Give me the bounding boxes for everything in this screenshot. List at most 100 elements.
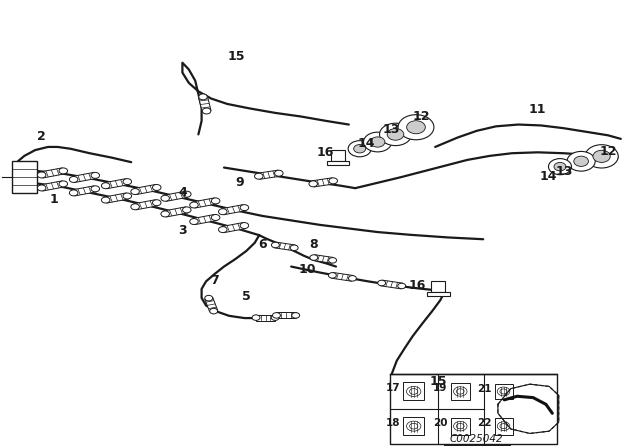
Polygon shape: [276, 313, 296, 318]
Bar: [390, 374, 557, 444]
Circle shape: [408, 390, 417, 396]
Polygon shape: [72, 186, 97, 196]
Circle shape: [380, 123, 412, 146]
Circle shape: [397, 283, 406, 289]
Circle shape: [398, 115, 434, 140]
Polygon shape: [104, 193, 129, 203]
Circle shape: [69, 190, 78, 196]
Bar: [427, 292, 450, 296]
Bar: [403, 417, 424, 435]
Polygon shape: [164, 191, 188, 201]
Polygon shape: [193, 215, 217, 224]
Text: 6: 6: [258, 237, 267, 251]
Circle shape: [131, 204, 140, 210]
Polygon shape: [221, 205, 246, 215]
Text: 14: 14: [539, 170, 557, 184]
Circle shape: [328, 272, 337, 278]
Circle shape: [240, 205, 249, 211]
Circle shape: [329, 178, 337, 184]
Circle shape: [548, 159, 572, 175]
Circle shape: [101, 183, 110, 189]
Polygon shape: [205, 297, 218, 312]
Polygon shape: [275, 242, 295, 250]
Bar: [331, 150, 345, 161]
Circle shape: [585, 145, 618, 168]
Polygon shape: [72, 172, 97, 182]
Polygon shape: [40, 181, 65, 191]
Circle shape: [348, 141, 371, 157]
Text: 16: 16: [316, 146, 334, 159]
Text: 12: 12: [599, 145, 617, 158]
Circle shape: [218, 209, 227, 215]
Text: 7: 7: [210, 273, 219, 287]
Text: 3: 3: [178, 224, 187, 237]
Circle shape: [91, 172, 100, 178]
Text: 20: 20: [433, 418, 447, 428]
Circle shape: [310, 255, 318, 260]
Polygon shape: [221, 223, 246, 233]
Circle shape: [161, 195, 170, 201]
Circle shape: [378, 280, 386, 286]
Circle shape: [240, 223, 249, 228]
Polygon shape: [134, 200, 158, 210]
Circle shape: [161, 211, 170, 217]
Circle shape: [567, 151, 595, 171]
Bar: [431, 280, 445, 292]
Text: 13: 13: [556, 164, 573, 178]
Circle shape: [348, 276, 356, 281]
Polygon shape: [164, 207, 188, 217]
Text: 11: 11: [529, 103, 547, 116]
Text: 14: 14: [357, 137, 375, 150]
Text: 13: 13: [383, 123, 401, 137]
Text: 5: 5: [242, 290, 251, 303]
Polygon shape: [198, 96, 211, 112]
Polygon shape: [258, 170, 280, 179]
Bar: [12, 161, 37, 193]
Text: 22: 22: [477, 418, 492, 428]
Text: 9: 9: [236, 176, 244, 190]
Circle shape: [292, 313, 300, 318]
Circle shape: [271, 315, 279, 320]
Circle shape: [387, 129, 404, 140]
Text: 18: 18: [386, 418, 400, 427]
Circle shape: [211, 198, 220, 204]
Circle shape: [101, 197, 110, 203]
Bar: [451, 383, 470, 400]
Circle shape: [406, 121, 426, 134]
Text: 15: 15: [228, 49, 246, 63]
Circle shape: [152, 185, 161, 190]
Polygon shape: [104, 179, 129, 189]
Text: 1: 1: [50, 193, 59, 206]
Text: 12: 12: [412, 110, 430, 123]
Text: 2: 2: [37, 130, 46, 143]
Circle shape: [152, 200, 161, 206]
Polygon shape: [381, 280, 403, 289]
Circle shape: [37, 185, 46, 191]
Circle shape: [210, 308, 218, 314]
Polygon shape: [193, 198, 217, 208]
Circle shape: [371, 137, 385, 147]
Circle shape: [199, 94, 207, 100]
Bar: [326, 161, 349, 165]
Text: C0025042: C0025042: [450, 435, 504, 444]
Circle shape: [59, 181, 68, 187]
Circle shape: [59, 168, 68, 174]
Circle shape: [273, 313, 280, 318]
Polygon shape: [256, 314, 275, 321]
Circle shape: [428, 390, 437, 396]
Text: 21: 21: [477, 383, 492, 394]
Circle shape: [123, 193, 132, 199]
Bar: [403, 383, 424, 401]
Polygon shape: [332, 272, 353, 281]
Circle shape: [364, 132, 392, 152]
Circle shape: [123, 179, 132, 185]
Polygon shape: [312, 178, 334, 187]
Bar: [495, 384, 513, 399]
Polygon shape: [134, 185, 158, 194]
Circle shape: [189, 219, 198, 224]
Circle shape: [37, 172, 46, 178]
Circle shape: [554, 163, 566, 171]
Text: 4: 4: [178, 186, 187, 199]
Text: 17: 17: [386, 383, 400, 393]
Circle shape: [354, 145, 365, 153]
